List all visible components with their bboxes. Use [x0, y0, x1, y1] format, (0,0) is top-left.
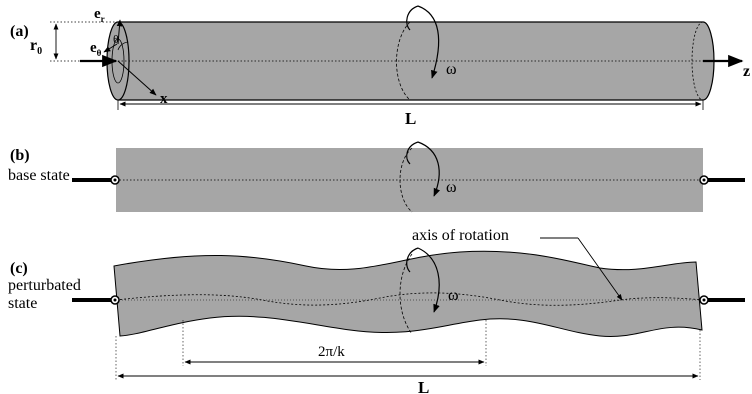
- axis-of-rotation-label: axis of rotation: [412, 227, 509, 244]
- length-dimension-a: L: [117, 100, 704, 128]
- unit-vectors: er eθ θ x: [90, 6, 168, 107]
- panel-c: (c) perturbated state ω axis of rotat: [8, 227, 745, 394]
- panel-c-caption-line1: perturbated: [8, 277, 81, 294]
- wavelength-dimension: 2π/k: [182, 320, 487, 366]
- theta-label: θ: [113, 32, 119, 46]
- r0-dimension: r0: [30, 21, 118, 62]
- axis-of-rotation-callout: axis of rotation: [412, 227, 623, 301]
- x-axis-label: x: [160, 91, 168, 107]
- length-label-c: L: [418, 378, 429, 394]
- omega-label-a: ω: [446, 61, 457, 78]
- wavelength-label: 2π/k: [318, 344, 345, 360]
- panel-c-caption-line2: state: [8, 295, 37, 312]
- e-theta-label: eθ: [90, 40, 102, 58]
- r0-label: r0: [30, 37, 42, 57]
- left-support-c: [72, 295, 120, 305]
- panel-b: (b) base state ω: [8, 141, 745, 213]
- right-support-c: [699, 295, 745, 305]
- rotation-indicator-a: ω: [396, 5, 457, 101]
- panel-a-label: (a): [10, 23, 29, 40]
- panel-b-caption: base state: [8, 167, 70, 184]
- length-dimension-c: L: [115, 330, 701, 394]
- e-r-label: er: [94, 6, 105, 24]
- z-axis-label: z: [743, 63, 750, 80]
- omega-label-b: ω: [446, 179, 457, 196]
- left-support-b: [72, 175, 120, 185]
- rotation-indicator-c: ω: [399, 247, 459, 335]
- panel-a: (a) ω r0: [10, 5, 750, 128]
- rotation-indicator-b: ω: [399, 141, 457, 213]
- omega-label-c: ω: [448, 287, 459, 304]
- panel-b-label: (b): [10, 147, 30, 164]
- panel-c-label: (c): [10, 260, 28, 277]
- right-support-b: [699, 175, 745, 185]
- base-state-beam: [116, 148, 703, 212]
- length-label-a: L: [405, 109, 416, 128]
- cylinder-3d: [106, 21, 715, 101]
